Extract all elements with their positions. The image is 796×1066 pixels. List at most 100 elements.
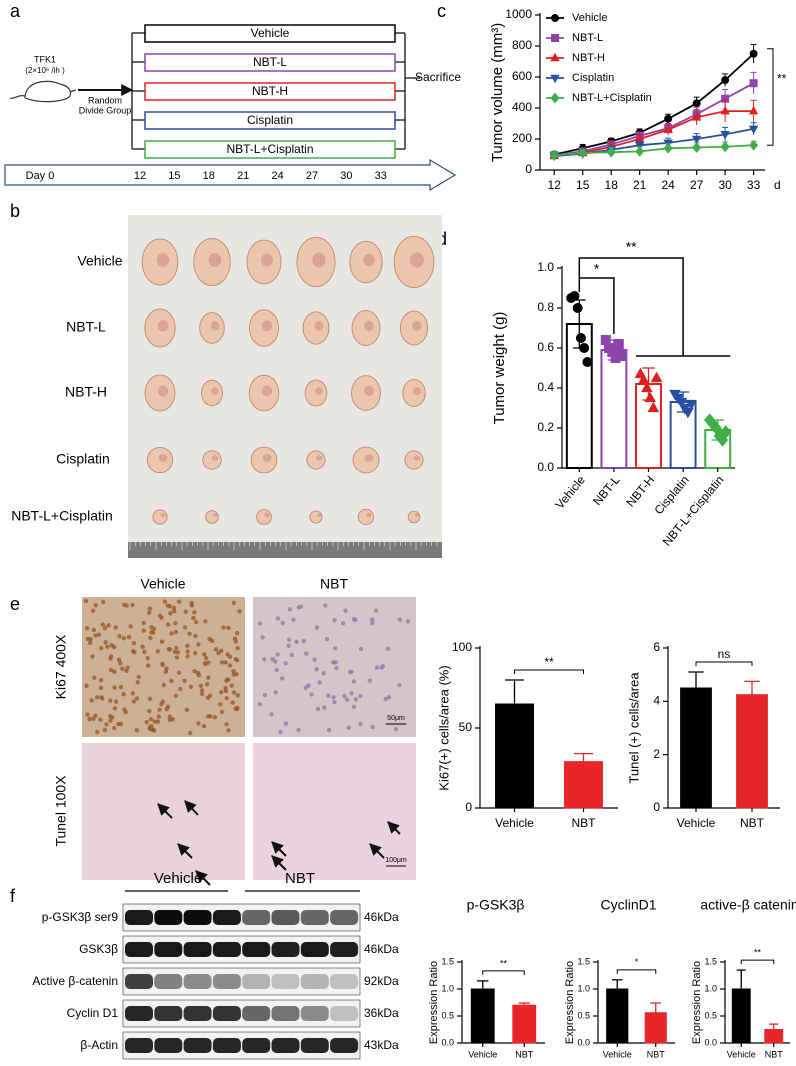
legend-label: NBT-H xyxy=(572,52,605,64)
blot-band xyxy=(154,942,183,957)
timeline xyxy=(4,158,457,192)
nucleus xyxy=(235,693,241,698)
nucleus xyxy=(112,669,117,674)
x-tick-label: NBT-L xyxy=(590,473,623,508)
y-tick-label: 200 xyxy=(512,131,532,145)
series-line xyxy=(554,82,755,157)
nucleus xyxy=(185,649,190,654)
nucleus xyxy=(121,636,127,641)
nucleus xyxy=(131,699,136,704)
nucleus xyxy=(196,721,201,726)
point xyxy=(720,425,732,439)
point xyxy=(582,357,593,367)
tumor-spot xyxy=(261,385,273,397)
nucleus xyxy=(161,682,167,688)
nucleus xyxy=(203,619,208,624)
nucleus xyxy=(224,696,229,701)
y-tick-label: 400 xyxy=(512,100,532,114)
nucleus xyxy=(262,692,268,698)
nucleus xyxy=(189,600,194,606)
point xyxy=(692,142,702,153)
significance-bracket xyxy=(616,969,657,974)
nucleus xyxy=(102,727,107,733)
nucleus xyxy=(331,695,336,700)
nucleus xyxy=(113,625,118,630)
point xyxy=(721,76,730,85)
point xyxy=(606,146,616,158)
blot-band xyxy=(300,910,329,925)
panel-label: f xyxy=(10,886,16,906)
nucleus xyxy=(160,662,165,668)
point xyxy=(682,407,694,419)
nucleus xyxy=(149,630,154,635)
nucleus xyxy=(118,660,123,666)
nucleus xyxy=(192,669,197,674)
column-label: NBT xyxy=(320,576,348,592)
nucleus xyxy=(235,705,240,711)
nucleus xyxy=(231,600,237,606)
panel-label: a xyxy=(10,1,21,21)
nucleus xyxy=(274,667,280,673)
blot-band xyxy=(271,910,300,925)
blot-band xyxy=(183,942,212,957)
nucleus xyxy=(370,724,375,730)
timeline-day: 30 xyxy=(340,170,352,182)
legend-marker xyxy=(550,74,560,84)
nucleus xyxy=(94,695,100,700)
y-axis-label: Tunel (+) cells/area xyxy=(626,672,641,784)
nucleus xyxy=(185,643,190,648)
legend-marker xyxy=(550,92,560,104)
group-box xyxy=(144,111,396,130)
nucleus xyxy=(234,630,240,636)
bar xyxy=(495,703,534,809)
y-tick-label: 0.5 xyxy=(704,1010,717,1020)
nucleus xyxy=(191,615,196,621)
annotation: ** xyxy=(544,655,554,669)
group-box xyxy=(144,140,396,159)
y-tick-label: 0.0 xyxy=(537,460,554,474)
nucleus xyxy=(204,682,210,687)
nucleus xyxy=(170,716,175,722)
point xyxy=(644,391,656,403)
nucleus xyxy=(100,622,105,627)
legend-label: NBT-L+Cisplatin xyxy=(572,92,652,104)
legend-marker xyxy=(551,14,559,22)
blot-band xyxy=(330,910,359,925)
y-tick-label: 0.0 xyxy=(441,1037,454,1047)
tumor xyxy=(205,510,219,524)
nucleus xyxy=(278,729,283,735)
nucleus xyxy=(226,625,231,630)
nucleus xyxy=(227,663,233,668)
micrograph xyxy=(82,597,245,737)
nucleus xyxy=(342,693,347,699)
group-label: NBT-H xyxy=(252,84,288,98)
nucleus xyxy=(397,682,402,688)
series-line xyxy=(554,144,754,157)
x-tick-label: NBT xyxy=(765,1049,784,1059)
tumor-spot xyxy=(363,253,375,267)
annotation: ** xyxy=(754,947,762,957)
nucleus xyxy=(84,683,89,688)
nucleus xyxy=(321,670,326,676)
legend-marker xyxy=(551,34,559,42)
nucleus xyxy=(87,716,92,722)
blot-band xyxy=(271,942,300,957)
point xyxy=(549,149,559,161)
nucleus xyxy=(397,617,403,622)
tumor-spot xyxy=(363,385,375,397)
nucleus xyxy=(152,719,157,724)
point xyxy=(616,351,627,361)
blot-band xyxy=(183,974,212,989)
nucleus xyxy=(332,646,338,651)
point xyxy=(650,371,663,383)
tumor-spot xyxy=(315,387,323,395)
nucleus xyxy=(231,672,236,677)
nucleus xyxy=(109,715,115,720)
y-tick-label: 800 xyxy=(512,38,532,52)
tumor-spot xyxy=(157,385,169,397)
nucleus xyxy=(105,644,110,650)
group-label: NBT-L+Cisplatin xyxy=(226,142,313,156)
nucleus xyxy=(229,683,234,688)
blot-band xyxy=(154,1006,183,1021)
scale-bar-label: 100μm xyxy=(385,857,407,864)
